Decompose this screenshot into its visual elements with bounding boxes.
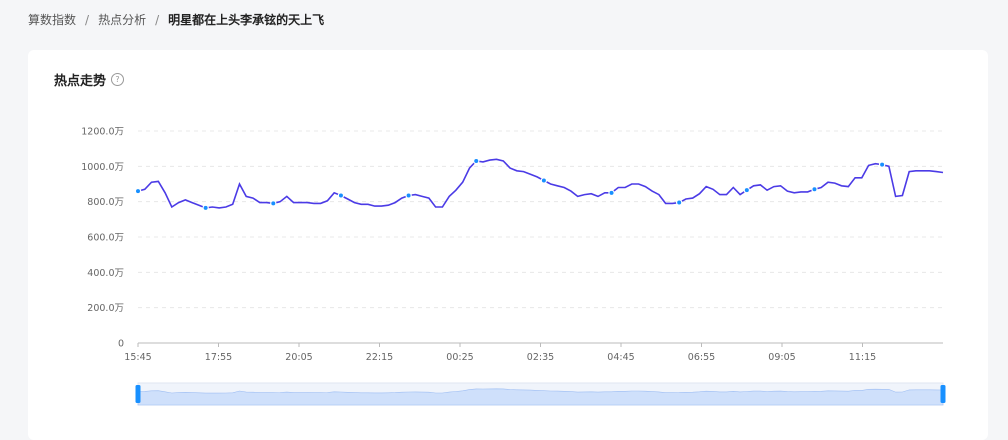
card-title: 热点走势 ? bbox=[54, 70, 125, 89]
y-tick-label: 0 bbox=[118, 339, 124, 350]
data-point bbox=[337, 192, 345, 199]
y-tick-label: 1000.0万 bbox=[81, 162, 124, 173]
x-tick-label: 17:55 bbox=[205, 352, 232, 363]
breadcrumb: 算数指数 / 热点分析 / 明星都在上头李承铉的天上飞 bbox=[28, 11, 324, 28]
data-point bbox=[473, 157, 480, 165]
data-point bbox=[270, 200, 277, 207]
breadcrumb-separator: / bbox=[155, 12, 160, 27]
data-point bbox=[134, 187, 142, 195]
x-tick-label: 15:45 bbox=[124, 352, 151, 363]
y-tick-label: 600.0万 bbox=[87, 233, 124, 244]
x-tick-label: 04:45 bbox=[607, 352, 634, 363]
breadcrumb-current: 明星都在上头李承铉的天上飞 bbox=[168, 13, 325, 27]
x-tick-label: 11:15 bbox=[849, 352, 876, 363]
data-point bbox=[811, 186, 818, 193]
slider-preview-area bbox=[137, 388, 944, 406]
data-point bbox=[878, 161, 886, 168]
trend-card: 热点走势 ? 0 200.0万 400.0万 600.0万 800.0万 1000.0万 1… bbox=[28, 50, 988, 440]
x-tick-label: 20:05 bbox=[285, 352, 312, 363]
breadcrumb-separator: / bbox=[85, 12, 90, 27]
data-point bbox=[675, 199, 683, 206]
grid-layer bbox=[138, 130, 943, 309]
series-markers bbox=[134, 157, 886, 212]
data-point bbox=[743, 186, 751, 194]
data-point bbox=[608, 189, 615, 197]
x-tick-label: 00:25 bbox=[446, 352, 473, 363]
breadcrumb-item-hot-analysis[interactable]: 热点分析 bbox=[98, 13, 147, 27]
trend-chart[interactable]: 0200.0万400.0万600.0万800.0万1000.0万1200.0万 … bbox=[28, 50, 988, 424]
x-tick-label: 06:55 bbox=[688, 352, 715, 363]
data-point bbox=[540, 177, 548, 184]
question-circle-icon[interactable]: ? bbox=[111, 73, 125, 86]
y-tick-label: 200.0万 bbox=[87, 303, 124, 314]
card-title-text: 热点走势 bbox=[54, 74, 107, 89]
slider-handle[interactable] bbox=[940, 385, 946, 403]
data-point bbox=[405, 192, 412, 199]
y-tick-label: 800.0万 bbox=[87, 197, 124, 208]
x-tick-label: 09:05 bbox=[768, 352, 795, 363]
x-tick-label: 22:15 bbox=[366, 352, 393, 363]
y-tick-label: 400.0万 bbox=[87, 268, 124, 279]
slider-handle[interactable] bbox=[135, 385, 141, 403]
breadcrumb-item-index[interactable]: 算数指数 bbox=[28, 13, 77, 27]
x-tick-label: 02:35 bbox=[527, 352, 554, 363]
y-axis: 0 200.0万 400.0万 600.0万 800.0万 1000.0万 1200.0万 bbox=[81, 127, 124, 350]
data-point bbox=[202, 204, 209, 212]
y-tick-label: 1200.0万 bbox=[81, 127, 124, 138]
range-slider[interactable] bbox=[135, 382, 946, 406]
x-axis: 15:45 17:55 20:05 22:15 00:25 02:35 04:45 06:55… bbox=[124, 342, 943, 363]
